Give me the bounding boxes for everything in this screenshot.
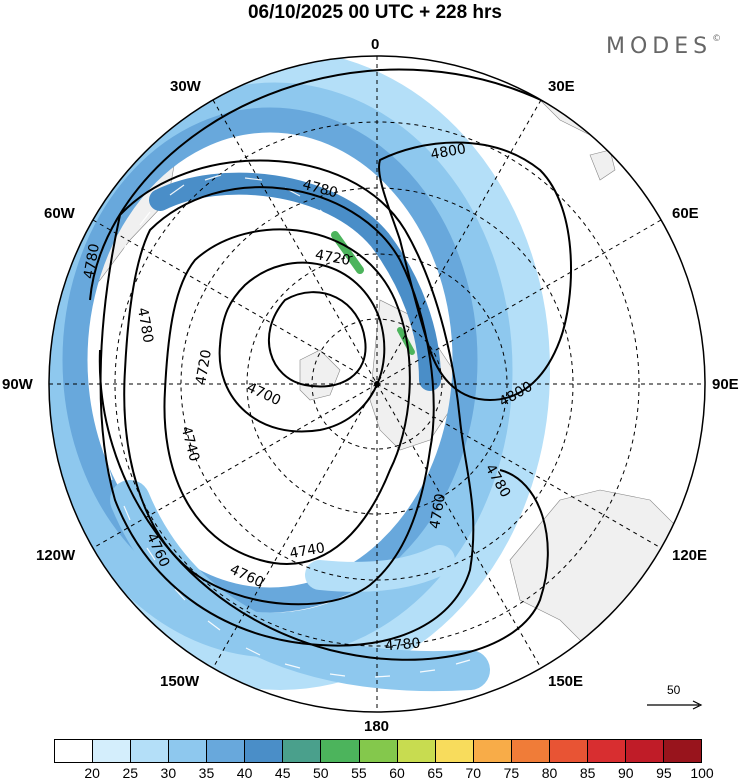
colorbar-label: 90 [617,765,634,781]
contour-label: 4800 [429,141,467,163]
jet-peak-a [331,231,364,274]
colorbar-swatch [511,740,550,762]
contour-4780 [99,159,475,647]
colorbar-swatch [93,740,132,762]
colorbar-label: 40 [236,765,253,781]
colorbar-swatch [473,740,512,762]
vector-row-1 [107,174,334,301]
contour-4800 [378,141,573,402]
colorbar-swatch [435,740,474,762]
colorbar-label: 30 [160,765,177,781]
map-title: 06/10/2025 00 UTC + 228 hrs [247,2,503,23]
lon-label-150w: 150W [160,673,200,690]
colorbar-swatch [283,740,322,762]
reference-vector-value: 50 [667,683,681,697]
contour-4760 [123,186,435,606]
land-antarctic-peninsula [299,349,341,401]
colorbar-swatch [169,740,208,762]
colorbar-label: 35 [198,765,215,781]
colorbar-swatch [321,740,360,762]
brand-text: MODES [606,34,713,59]
contour-4740 [163,228,411,565]
colorbar-label: 100 [690,765,714,781]
colorbar-swatch [245,740,284,762]
meridian-120 [92,219,662,549]
meridian-150 [212,99,542,669]
vector-row-2 [94,385,261,656]
height-contours [89,68,701,661]
colorbar-swatch [664,740,702,762]
wind-speed-shading [49,56,550,691]
contour-label: 4780 [384,635,421,654]
contour-label: 4800 [497,379,536,411]
colorbar-swatch [397,740,436,762]
meridian-60 [92,219,662,549]
south-pole-marker [374,381,380,387]
colorbar-swatch [549,740,588,762]
lon-label-0: 0 [371,36,380,53]
contour-4700 [268,291,367,388]
lon-label-60e: 60E [672,205,699,222]
contour-label: 4760 [227,562,266,592]
contour-label: 4740 [288,540,326,562]
contour-outer-2 [98,349,549,661]
colorbar-swatch [625,740,664,762]
lon-label-60w: 60W [44,205,75,222]
colorbar-labels: 20 25 30 35 40 45 50 55 60 65 70 75 80 85 90 95 100 [54,765,713,782]
colorbar-label: 85 [579,765,596,781]
colorbar-label: 75 [503,765,520,781]
reference-vector-arrow [647,700,703,710]
colorbar-label: 60 [389,765,405,781]
colorbar-label: 25 [122,765,139,781]
colorbar-label: 55 [351,765,367,781]
brand-mark: © [712,34,722,44]
colorbar-label: 45 [274,765,291,781]
contour-label: 4720 [314,247,352,269]
lon-label-30w: 30W [170,78,201,95]
colorbar-label: 70 [465,765,482,781]
contour-label: 4760 [427,492,449,530]
land-madagascar [589,149,616,181]
wind-vectors [94,174,471,678]
lon-label-30e: 30E [548,78,575,95]
contour-label: 4780 [482,462,514,501]
modes-logo: MODES© [606,34,721,59]
vector-row-3 [284,659,471,678]
colorbar-swatch [359,740,398,762]
contour-label: 4780 [301,177,340,202]
colorbar-swatch [207,740,246,762]
colorbar [54,739,702,763]
colorbar-label: 95 [656,765,672,781]
colorbar-swatch [131,740,170,762]
colorbar-swatch [587,740,626,762]
lon-label-120w: 120W [36,547,76,564]
contour-label: 4720 [193,348,215,386]
colorbar-label: 20 [84,765,100,781]
lon-label-90e: 90E [712,376,739,393]
lon-label-150e: 150E [548,673,584,690]
contour-label: 4700 [244,380,283,410]
colorbar-swatch [55,740,94,762]
lon-label-180: 180 [364,718,390,735]
lon-label-90w: 90W [2,376,33,393]
contour-label: 4760 [143,531,173,570]
contour-label: 4780 [134,306,156,344]
jet-band-strong [62,107,478,613]
contour-4720 [218,261,386,433]
lon-label-120e: 120E [672,547,708,564]
contour-label: 4740 [178,425,203,464]
map-boundary [48,55,706,713]
contour-label: 4780 [81,242,103,280]
colorbar-label: 65 [427,765,443,781]
colorbar-label: 80 [541,765,558,781]
jet-tail-south-light [305,545,455,592]
meridian-30 [212,99,542,669]
vector-row-4 [149,217,319,331]
colorbar-label: 50 [313,765,329,781]
